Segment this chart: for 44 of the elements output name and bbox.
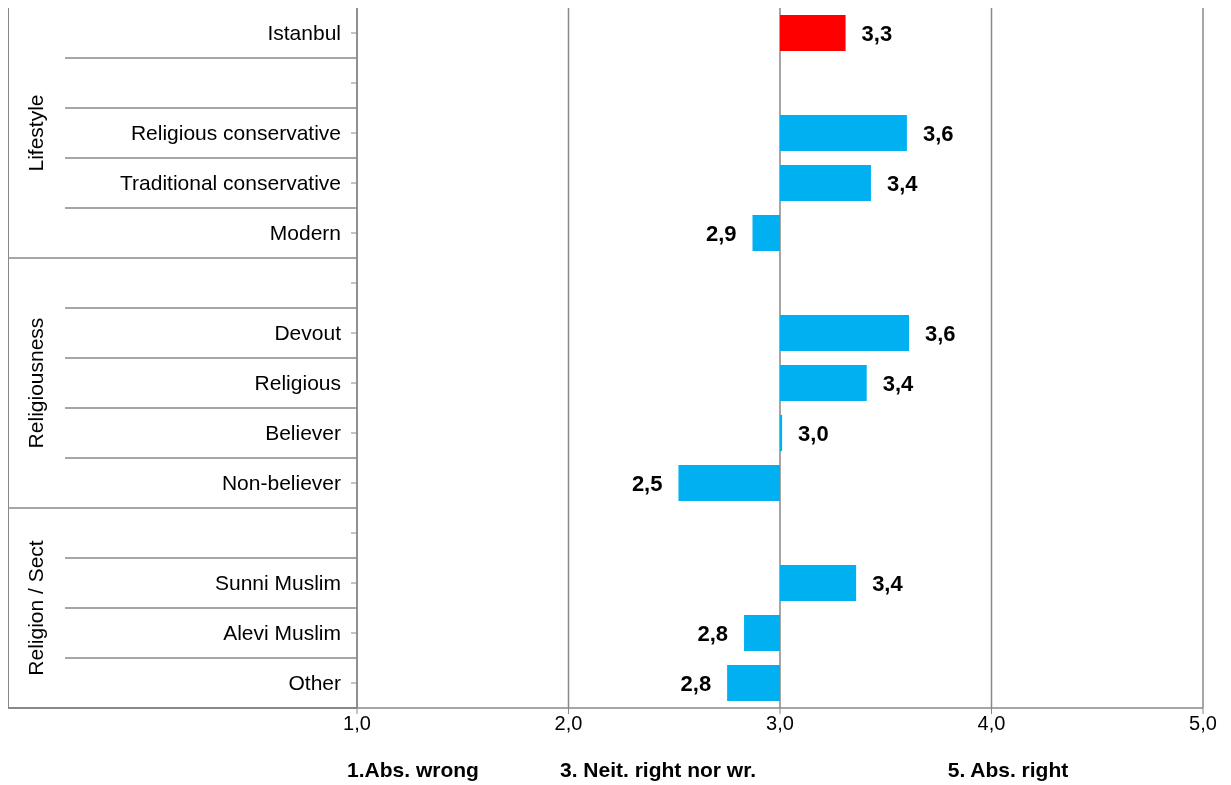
bar xyxy=(752,215,780,251)
y-tick-label: Istanbul xyxy=(267,21,341,44)
y-tick-label: Religious conservative xyxy=(130,121,341,144)
data-label: 3,3 xyxy=(861,21,893,46)
x-tick-label: 4,0 xyxy=(977,712,1006,735)
bar xyxy=(727,665,780,701)
y-tick-label: Believer xyxy=(265,421,341,444)
data-label: 2,9 xyxy=(705,221,737,246)
text: Religiousness xyxy=(24,317,48,449)
bar xyxy=(780,15,846,51)
x-tick-label: 5,0 xyxy=(1189,712,1217,735)
bar xyxy=(744,615,780,651)
text: Lifestyle xyxy=(24,94,48,172)
data-label: 2,8 xyxy=(697,621,729,646)
data-label: 3,0 xyxy=(798,421,829,446)
y-tick-label: Modern xyxy=(269,221,341,244)
text: 5. Abs. right xyxy=(946,758,1070,782)
data-label: 2,8 xyxy=(680,671,712,696)
y-tick-label: Alevi Muslim xyxy=(223,621,341,644)
bar xyxy=(780,565,857,601)
y-tick-label: Other xyxy=(288,671,341,694)
y-tick-label: Traditional conservative xyxy=(120,171,341,194)
x-tick-label: 1,0 xyxy=(343,712,371,735)
y-tick-label: Non-believer xyxy=(221,471,341,494)
bar xyxy=(780,415,783,451)
text: 3. Neit. right nor wr. xyxy=(559,758,757,782)
bar xyxy=(780,315,910,351)
y-tick-label: Religious xyxy=(254,371,341,394)
text: Religion / Sect xyxy=(24,540,48,676)
x-tick-label: 2,0 xyxy=(554,712,583,735)
y-tick-label: Sunni Muslim xyxy=(214,571,341,594)
data-label: 3,6 xyxy=(925,321,956,346)
text: 1.Abs. wrong xyxy=(347,758,479,781)
data-label: 3,4 xyxy=(882,371,915,396)
data-label: 3,4 xyxy=(872,571,904,596)
data-label: 3,4 xyxy=(886,171,919,196)
y-tick-label: Devout xyxy=(274,321,342,344)
bar xyxy=(780,165,871,201)
x-tick-label: 3,0 xyxy=(766,712,794,735)
bar xyxy=(780,115,907,151)
bar xyxy=(780,365,867,401)
data-label: 2,5 xyxy=(631,471,663,496)
bar xyxy=(678,465,780,501)
data-label: 3,6 xyxy=(922,121,954,146)
